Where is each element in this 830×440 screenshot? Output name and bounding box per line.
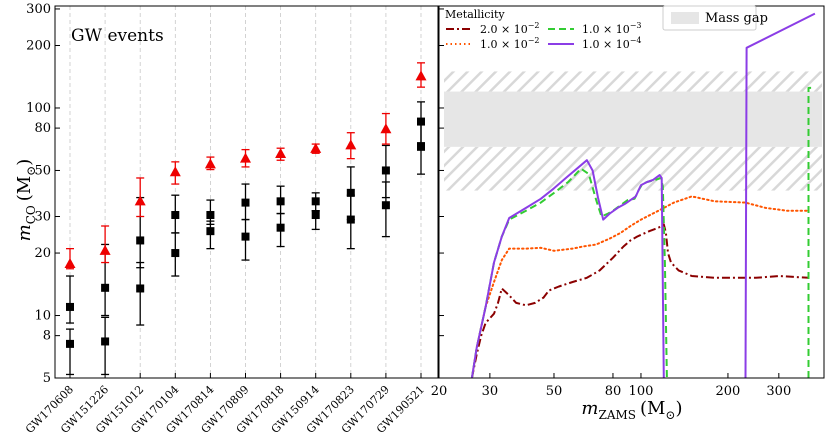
square-marker	[66, 339, 74, 348]
left-series	[64, 62, 427, 376]
right-x-axis-label: mZAMS (M⊙)	[581, 398, 682, 422]
triangle-marker	[310, 142, 322, 153]
y-tick-label: 5	[43, 371, 51, 386]
left-x-ticks: GW170608GW151226GW151012GW170104GW170814…	[23, 373, 427, 436]
mass-gap-legend: Mass gap	[662, 5, 768, 31]
square-marker	[311, 211, 320, 220]
x-tick-label: 20	[431, 384, 448, 399]
left-y-axis-label: mCO(M⊙)	[14, 159, 38, 242]
left-y-ticks: 5 8 10 20 30 50 80 100 200 300	[26, 2, 60, 386]
square-marker	[381, 201, 390, 210]
x-tick-label: 200	[716, 384, 741, 399]
right-series	[470, 12, 816, 378]
left-panel-annotation: GW events	[71, 26, 164, 46]
mass-gap-hatched-upper	[444, 71, 822, 92]
square-marker	[171, 211, 180, 220]
right-x-ticks: 20 30 50 80 100 200 300	[431, 373, 791, 399]
y-tick-label: 50	[34, 163, 51, 178]
y-tick-label: 100	[26, 101, 51, 116]
triangle-marker	[99, 244, 111, 255]
triangle-marker	[64, 258, 76, 269]
x-tick-label: 30	[482, 384, 499, 399]
curve-z-1.0e-2	[470, 195, 810, 378]
y-tick-label: 8	[43, 329, 51, 344]
y-tick-label: 10	[34, 309, 51, 324]
square-marker	[346, 215, 355, 224]
square-marker	[276, 223, 285, 232]
x-tick-label: 300	[766, 384, 791, 399]
right-y-ticks	[439, 8, 444, 379]
square-marker	[381, 166, 390, 175]
square-marker	[311, 197, 320, 206]
y-tick-label: 20	[34, 246, 51, 261]
y-tick-label: 30	[34, 209, 51, 224]
mass-gap-legend-swatch	[671, 12, 699, 24]
square-marker	[136, 236, 145, 245]
mass-gap-region	[444, 71, 822, 191]
x-tick-label: 80	[605, 384, 622, 399]
legend-label-2.0e-2: 2.0 × 10−2	[480, 21, 540, 36]
triangle-marker	[380, 123, 392, 134]
x-tick-label: 50	[546, 384, 563, 399]
square-marker	[417, 142, 425, 151]
curve-z-1.0e-3	[470, 86, 812, 378]
mass-gap-band	[444, 91, 822, 147]
y-tick-label: 80	[34, 121, 51, 136]
legend-label-1.0e-2: 1.0 × 10−2	[480, 36, 540, 51]
square-marker	[417, 117, 425, 126]
square-marker	[241, 198, 250, 207]
square-marker	[136, 284, 145, 293]
legend-label-1.0e-3: 1.0 × 10−3	[582, 21, 642, 36]
y-tick-label: 300	[26, 2, 51, 17]
square-marker	[206, 227, 215, 236]
legend-title: Metallicity	[445, 8, 505, 21]
triangle-marker	[275, 148, 287, 159]
triangle-marker	[415, 70, 427, 81]
curve-z-1.0e-4	[470, 12, 816, 378]
curve-z-2.0e-2	[470, 223, 809, 378]
triangle-marker	[134, 195, 146, 206]
square-marker	[101, 337, 110, 346]
legend-label-1.0e-4: 1.0 × 10−4	[582, 36, 642, 51]
square-marker	[206, 211, 215, 220]
x-tick-label: 100	[629, 384, 654, 399]
right-axes-frame	[438, 5, 825, 379]
square-marker	[66, 302, 74, 311]
square-marker	[346, 188, 355, 197]
metallicity-legend: Metallicity 2.0 × 10−21.0 × 10−2 1.0 × 10…	[445, 8, 642, 51]
square-marker	[241, 232, 250, 241]
legend-entries: 2.0 × 10−21.0 × 10−2 1.0 × 10−31.0 × 10−4	[446, 21, 642, 51]
square-marker	[276, 197, 285, 206]
triangle-marker	[345, 139, 357, 150]
triangle-marker	[204, 158, 216, 169]
square-marker	[101, 283, 110, 292]
y-tick-label: 200	[26, 39, 51, 54]
square-marker	[171, 249, 180, 258]
mass-gap-hatched-lower	[444, 146, 822, 191]
triangle-marker	[169, 166, 181, 177]
left-axes-frame	[54, 5, 439, 379]
triangle-marker	[240, 152, 251, 163]
mass-gap-legend-label: Mass gap	[705, 11, 768, 26]
left-panel: 5 8 10 20 30 50 80 100 200 300 GW170608GW151226GW…	[14, 2, 439, 436]
right-panel: 20 30 50 80 100 200 300 mZAMS (M⊙) Metallicity …	[431, 5, 825, 422]
